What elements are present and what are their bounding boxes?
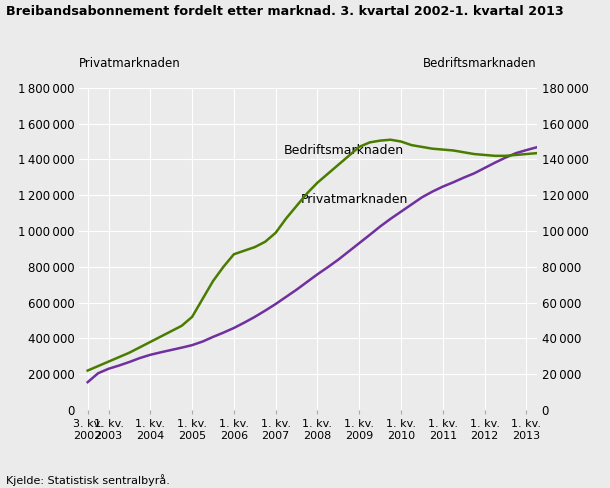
Text: Kjelde: Statistisk sentralbyrå.: Kjelde: Statistisk sentralbyrå. [6,474,170,486]
Text: Privatmarknaden: Privatmarknaden [79,57,181,70]
Text: Privatmarknaden: Privatmarknaden [301,193,408,206]
Text: Bedriftsmarknaden: Bedriftsmarknaden [284,144,404,157]
Text: Bedriftsmarknaden: Bedriftsmarknaden [423,57,537,70]
Text: Breibandsabonnement fordelt etter marknad. 3. kvartal 2002-1. kvartal 2013: Breibandsabonnement fordelt etter markna… [6,5,564,18]
